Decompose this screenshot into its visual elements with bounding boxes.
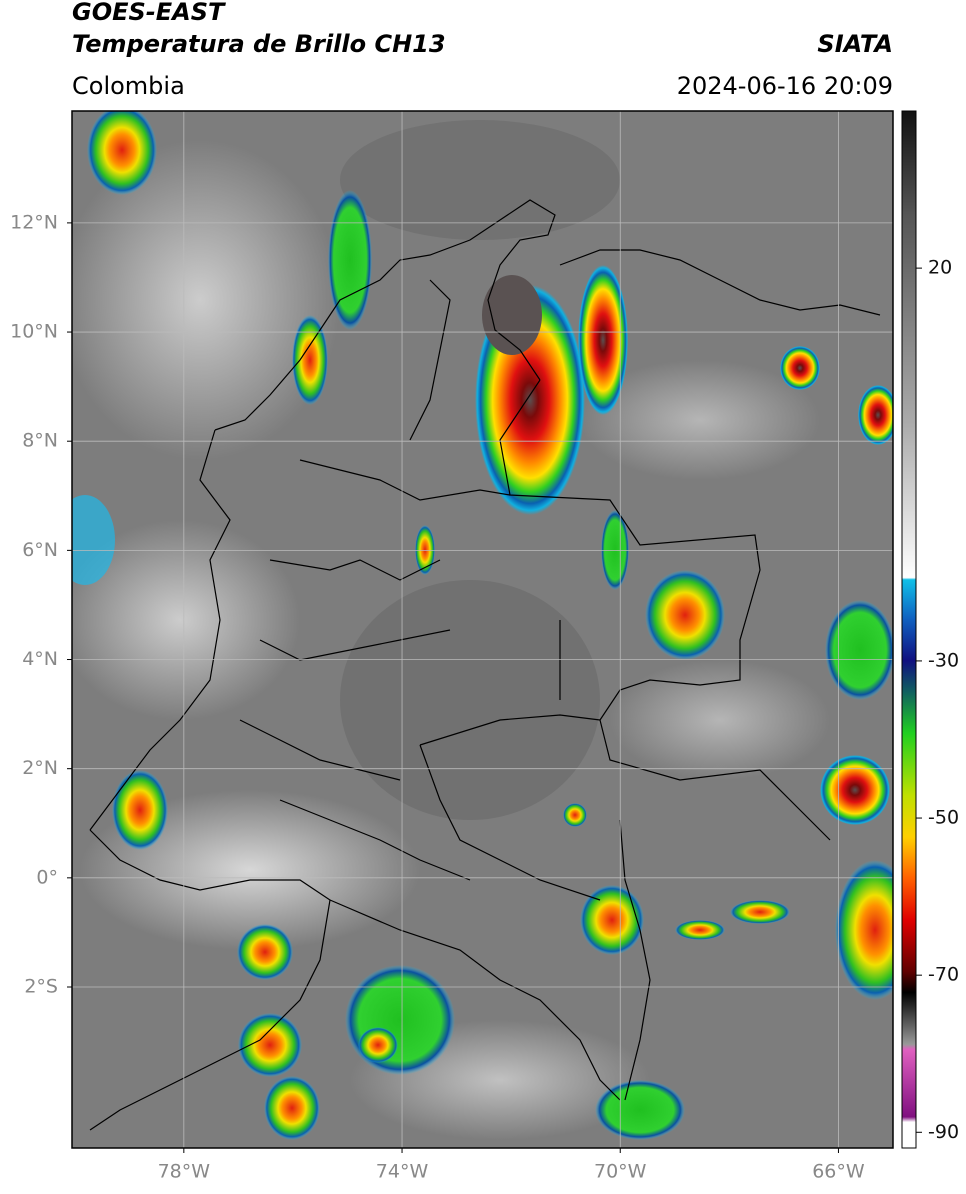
product-title: Temperatura de Brillo CH13 [72, 30, 446, 58]
colorbar-tick-label: -30 [928, 649, 959, 671]
satellite-title: GOES-EAST [72, 0, 226, 26]
lat-tick-label: 2°N [22, 757, 58, 779]
satellite-image [72, 111, 893, 1148]
colorbar-tick-label: -50 [928, 807, 959, 829]
lon-tick-label: 74°W [376, 1161, 429, 1183]
colorbar-tick-label: 20 [928, 257, 952, 279]
lon-tick-label: 78°W [158, 1161, 211, 1183]
lon-tick-label: 66°W [812, 1161, 865, 1183]
colorbar [901, 110, 917, 1149]
source: SIATA [817, 30, 893, 58]
lat-tick-label: 4°N [22, 648, 58, 670]
lat-tick-label: 12°N [10, 211, 58, 233]
lon-tick-label: 70°W [594, 1161, 647, 1183]
lat-tick-label: 2°S [24, 975, 58, 997]
colorbar-tick-label: -70 [928, 964, 959, 986]
lat-tick-label: 6°N [22, 539, 58, 561]
region: Colombia [72, 72, 185, 100]
lat-tick-label: 8°N [22, 430, 58, 452]
lat-tick-label: 10°N [10, 321, 58, 343]
map-frame [71, 110, 894, 1149]
datetime: 2024-06-16 20:09 [677, 72, 893, 100]
colorbar-tick-label: -90 [928, 1121, 959, 1143]
lat-tick-label: 0° [36, 866, 58, 888]
